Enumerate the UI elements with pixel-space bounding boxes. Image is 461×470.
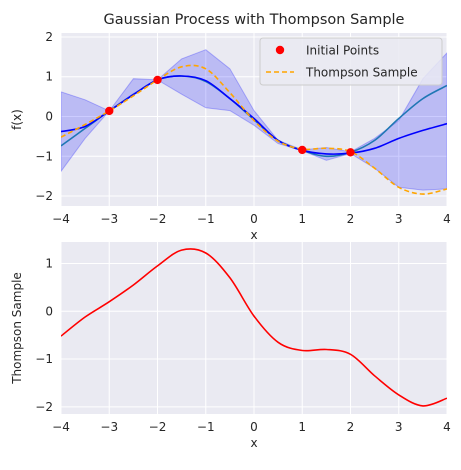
- x-tick-label: 3: [395, 420, 403, 434]
- legend-label: Thompson Sample: [305, 66, 418, 80]
- legend-marker-dot: [275, 45, 285, 55]
- x-tick-label: 0: [250, 420, 258, 434]
- y-tick-label: 1: [45, 70, 53, 84]
- y-tick-label: −1: [35, 149, 53, 163]
- series-group-bottom: [61, 248, 447, 407]
- x-tick-label: 0: [250, 212, 258, 226]
- y-axis-label: Thompson Sample: [10, 272, 24, 385]
- x-tick-label: −3: [100, 420, 118, 434]
- x-tick-label: −3: [100, 212, 118, 226]
- x-tick-label: 2: [347, 212, 355, 226]
- series-line-2: [61, 75, 447, 155]
- x-tick-label: −2: [149, 420, 167, 434]
- x-axis-label: x: [250, 436, 257, 450]
- y-tick-label: 2: [45, 30, 53, 44]
- y-tick-label: −2: [35, 400, 53, 414]
- x-tick-label: 2: [347, 420, 355, 434]
- x-tick-label: −2: [149, 212, 167, 226]
- x-tick-label: −4: [52, 420, 70, 434]
- chart-title: Gaussian Process with Thompson Sample: [104, 12, 405, 28]
- y-tick-label: 1: [45, 257, 53, 271]
- x-tick-label: 1: [298, 212, 306, 226]
- x-tick-label: −4: [52, 212, 70, 226]
- initial-point: [346, 148, 355, 157]
- legend-label: Initial Points: [306, 44, 379, 58]
- series-group-top: [61, 49, 447, 195]
- x-tick-label: 4: [443, 420, 451, 434]
- y-tick-label: −2: [35, 189, 53, 203]
- initial-point: [153, 75, 162, 85]
- y-axis-label: f(x): [10, 109, 24, 130]
- x-tick-label: −1: [197, 420, 215, 434]
- x-tick-label: 1: [298, 420, 306, 434]
- x-tick-label: 3: [395, 212, 403, 226]
- y-tick-label: 0: [45, 110, 53, 124]
- legend-box: [259, 37, 443, 86]
- y-tick-label: −1: [35, 352, 53, 366]
- x-tick-label: −1: [197, 212, 215, 226]
- y-tick-label: 0: [45, 304, 53, 318]
- series-line-0: [61, 248, 447, 407]
- initial-point: [105, 106, 114, 116]
- initial-point: [298, 145, 307, 155]
- x-axis-label: x: [250, 228, 257, 242]
- x-tick-label: 4: [443, 212, 451, 226]
- thompson-sample-line: [61, 64, 447, 195]
